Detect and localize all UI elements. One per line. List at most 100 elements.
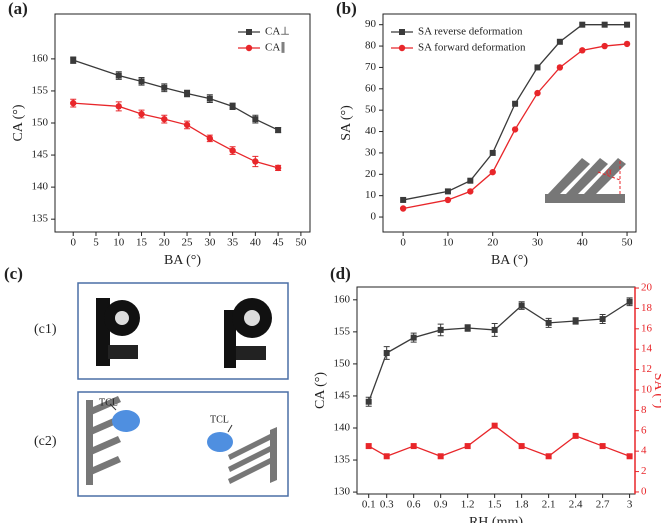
marker xyxy=(437,326,444,333)
y2-tick-label: 8 xyxy=(641,404,647,416)
marker xyxy=(115,72,122,79)
legend-label: CA⊥ xyxy=(265,26,290,38)
x-axis-title: BA (°) xyxy=(164,253,201,268)
x-tick-label: 40 xyxy=(577,237,589,249)
series-line xyxy=(403,43,628,210)
annotation: α xyxy=(606,166,612,178)
x-tick-label: 35 xyxy=(227,237,239,249)
marker xyxy=(467,188,474,195)
legend-label: SA reverse deformation xyxy=(418,26,523,38)
y-tick-label: 10 xyxy=(365,189,377,201)
legend-marker xyxy=(398,44,406,52)
row-label: (c1) xyxy=(34,322,57,337)
y-axis-title: CA (°) xyxy=(313,372,328,409)
y-tick-label: 0 xyxy=(371,211,377,223)
series-line xyxy=(73,59,279,131)
photo xyxy=(96,298,272,368)
x-tick-label: 0.9 xyxy=(434,499,448,511)
x-tick-label: 0.3 xyxy=(380,499,394,511)
marker xyxy=(400,196,407,203)
series-line xyxy=(403,24,628,201)
y-tick-label: 150 xyxy=(32,117,49,129)
y2-axis-title: SA (°) xyxy=(651,373,661,409)
marker xyxy=(512,100,519,107)
x-tick-label: 30 xyxy=(532,237,544,249)
x-tick-label: 25 xyxy=(182,237,194,249)
x-tick-label: 15 xyxy=(136,237,148,249)
x-tick-label: 50 xyxy=(622,237,634,249)
marker xyxy=(467,177,474,184)
marker xyxy=(444,196,452,204)
marker xyxy=(206,95,213,102)
marker xyxy=(161,115,168,123)
legend-marker xyxy=(246,29,252,35)
marker xyxy=(437,453,444,460)
y-tick-label: 135 xyxy=(32,213,49,225)
marker xyxy=(115,103,122,110)
marker xyxy=(579,47,586,54)
image-frame xyxy=(77,282,289,380)
marker xyxy=(275,127,282,134)
y2-tick-label: 10 xyxy=(641,384,653,396)
y-tick-label: 155 xyxy=(334,325,351,337)
marker xyxy=(274,164,282,172)
y-tick-label: 145 xyxy=(32,149,49,161)
y-tick-label: 80 xyxy=(365,40,377,52)
marker xyxy=(161,84,168,91)
y-tick-label: 130 xyxy=(334,486,351,498)
marker xyxy=(183,121,191,129)
marker xyxy=(489,149,496,156)
marker xyxy=(599,443,606,450)
marker xyxy=(70,99,77,107)
annotation: TCL xyxy=(99,397,118,408)
marker xyxy=(365,443,372,450)
marker xyxy=(383,453,390,460)
plot-frame xyxy=(356,286,636,495)
y2-tick-label: 0 xyxy=(641,485,647,497)
x-axis-title: BA (°) xyxy=(491,253,528,268)
marker xyxy=(518,443,525,450)
marker xyxy=(410,443,417,450)
marker xyxy=(70,57,77,64)
x-tick-label: 5 xyxy=(93,237,99,249)
marker xyxy=(410,334,417,341)
plot-frame xyxy=(382,13,637,233)
x-tick-label: 45 xyxy=(273,237,285,249)
panel-label: (a) xyxy=(8,0,28,18)
marker xyxy=(599,316,606,323)
marker xyxy=(556,38,563,45)
x-tick-label: 10 xyxy=(113,237,125,249)
marker xyxy=(511,126,519,133)
x-tick-label: 0 xyxy=(400,237,406,249)
marker xyxy=(556,64,564,71)
y-tick-label: 90 xyxy=(365,18,377,30)
legend-label: SA forward deformation xyxy=(418,42,526,54)
y-tick-label: 160 xyxy=(334,293,351,305)
marker xyxy=(383,350,390,357)
marker xyxy=(206,135,214,142)
y-tick-label: 140 xyxy=(334,422,351,434)
panel-label: (d) xyxy=(330,264,351,283)
marker xyxy=(491,326,498,333)
x-tick-label: 50 xyxy=(295,237,307,249)
y2-tick-label: 4 xyxy=(641,445,647,457)
x-tick-label: 40 xyxy=(250,237,262,249)
marker xyxy=(545,319,552,326)
y-tick-label: 150 xyxy=(334,357,351,369)
x-tick-label: 0 xyxy=(70,237,76,249)
schematic-drawing xyxy=(86,396,277,485)
y-tick-label: 40 xyxy=(365,125,377,137)
marker xyxy=(534,64,541,71)
legend-marker xyxy=(245,44,253,52)
x-tick-label: 1.2 xyxy=(461,499,475,511)
marker xyxy=(624,21,631,28)
y2-tick-label: 2 xyxy=(641,465,647,477)
marker xyxy=(184,90,191,97)
x-tick-label: 3 xyxy=(627,499,633,511)
annotation: TCL xyxy=(210,414,229,425)
x-tick-label: 30 xyxy=(204,237,216,249)
marker xyxy=(626,453,633,460)
x-tick-label: 20 xyxy=(159,237,171,249)
y-tick-label: 135 xyxy=(334,454,351,466)
y2-tick-label: 12 xyxy=(641,363,652,375)
